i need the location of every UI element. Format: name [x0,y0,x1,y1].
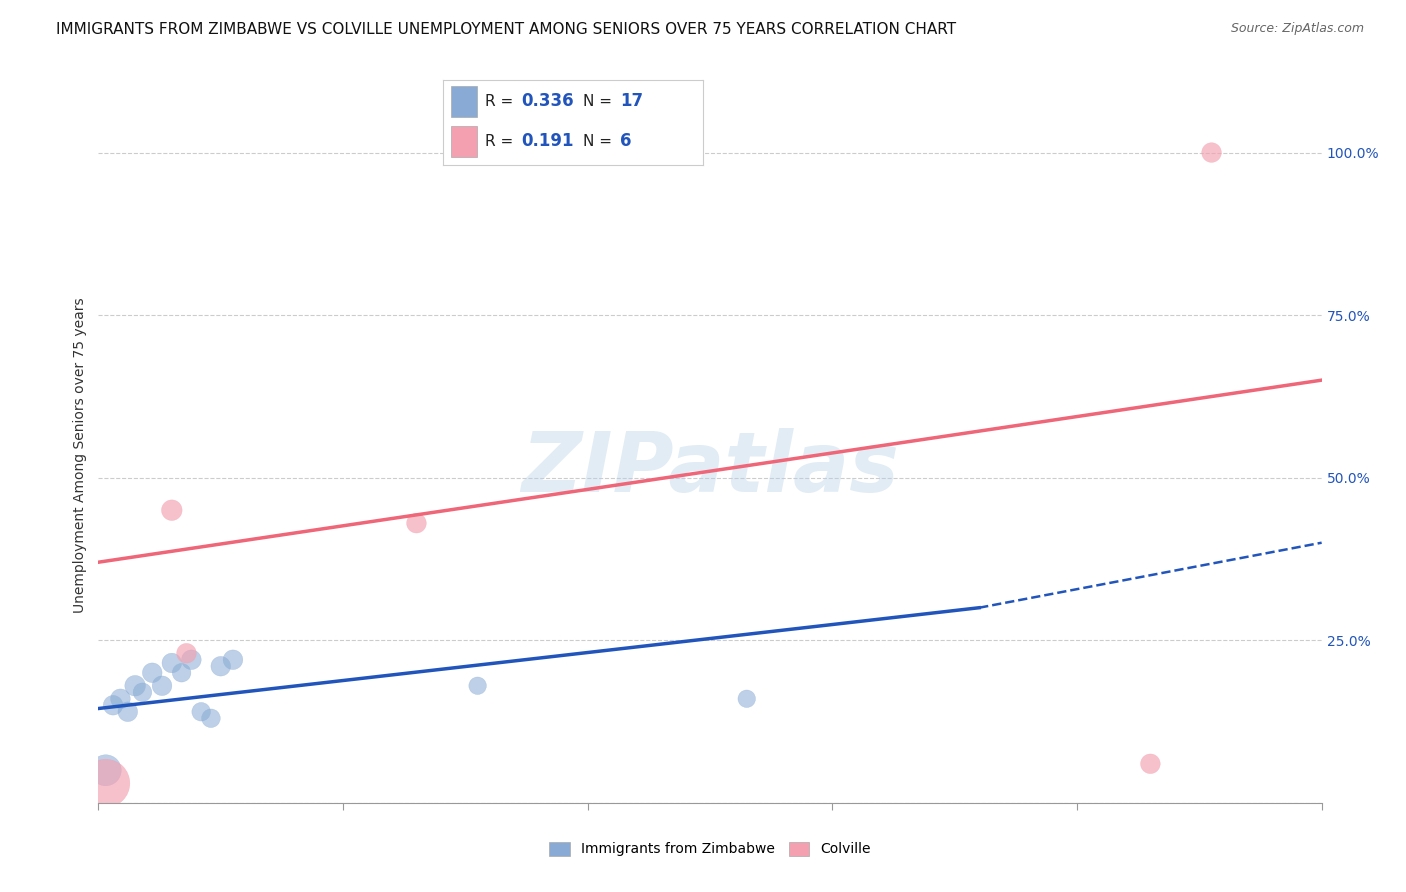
Point [160,656,183,670]
Point [176,646,198,660]
Point [1201,145,1223,160]
Point [141,665,163,680]
Bar [451,126,477,157]
Point [190,705,212,719]
Point [735,691,758,706]
Text: N =: N = [583,134,617,149]
Text: N =: N = [583,94,617,109]
Text: IMMIGRANTS FROM ZIMBABWE VS COLVILLE UNEMPLOYMENT AMONG SENIORS OVER 75 YEARS CO: IMMIGRANTS FROM ZIMBABWE VS COLVILLE UNE… [56,22,956,37]
Point [209,659,232,673]
Point [467,679,489,693]
Point [124,679,146,693]
Text: 17: 17 [620,93,643,111]
Text: Source: ZipAtlas.com: Source: ZipAtlas.com [1230,22,1364,36]
Point [101,698,124,713]
Point [94,776,117,790]
Point [405,516,427,531]
Point [222,653,245,667]
Bar [451,87,477,117]
Point [110,691,132,706]
Point [160,503,183,517]
Legend: Immigrants from Zimbabwe, Colville: Immigrants from Zimbabwe, Colville [543,836,877,862]
Text: 6: 6 [620,132,631,150]
Text: ZIPatlas: ZIPatlas [522,428,898,509]
Point [117,705,139,719]
Text: 0.336: 0.336 [520,93,574,111]
Point [131,685,153,699]
Text: R =: R = [485,94,517,109]
Point [1139,756,1161,771]
Point [200,711,222,725]
Text: R =: R = [485,134,523,149]
Point [150,679,173,693]
Point [180,653,202,667]
Point [94,764,117,778]
Text: 0.191: 0.191 [520,132,574,150]
Y-axis label: Unemployment Among Seniors over 75 years: Unemployment Among Seniors over 75 years [73,297,87,613]
Point [170,665,193,680]
